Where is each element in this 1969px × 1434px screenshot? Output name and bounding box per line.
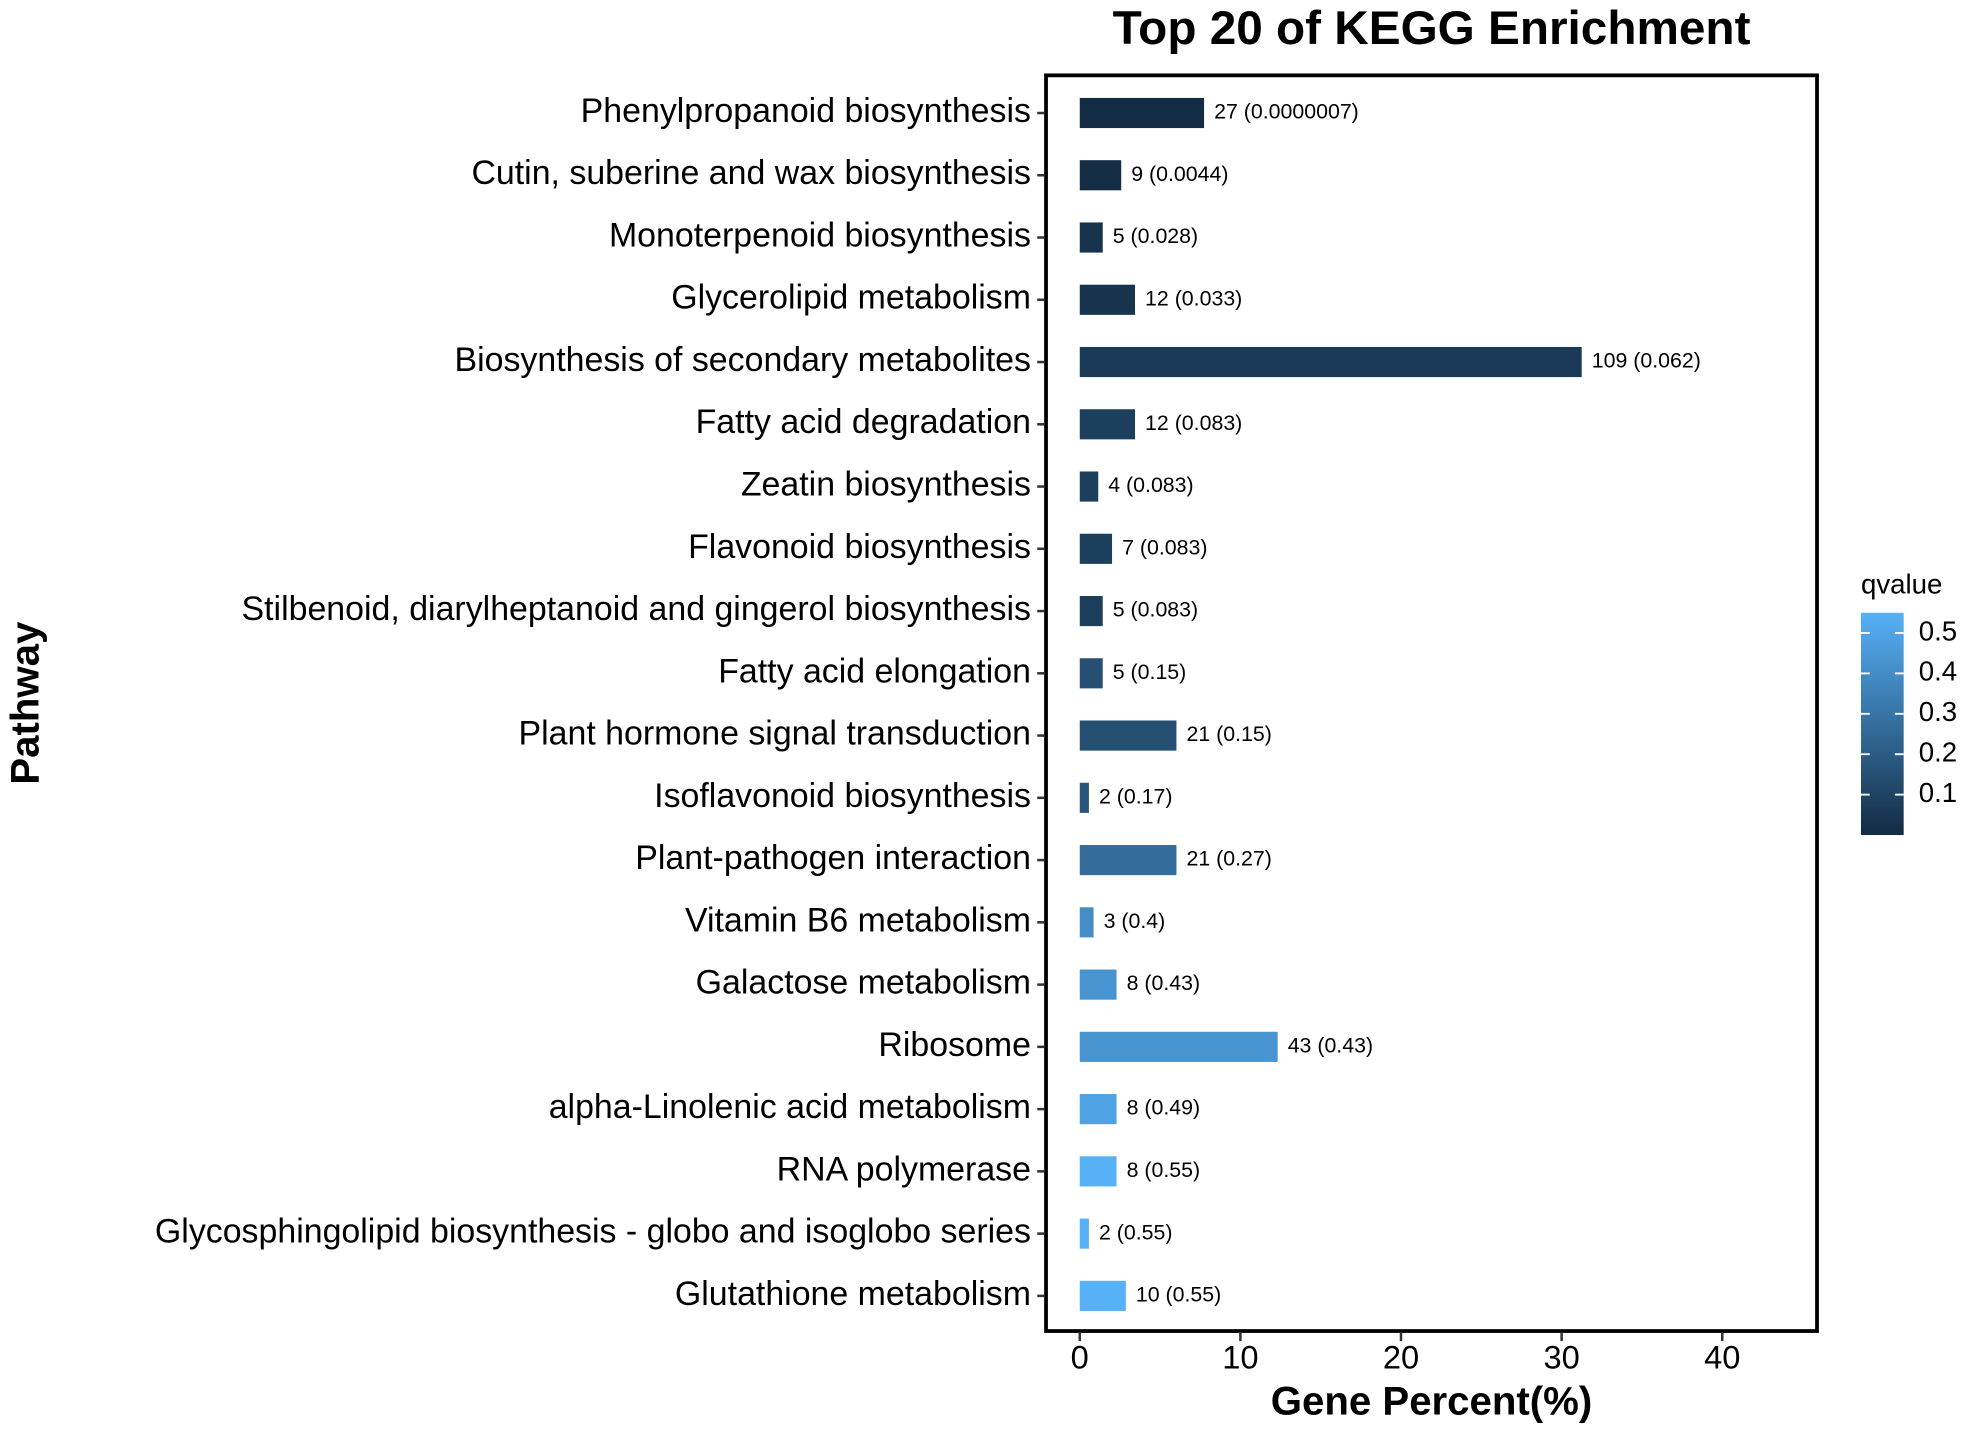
y-tick-label: Glutathione metabolism (675, 1275, 1031, 1313)
y-tick-label: Monoterpenoid biosynthesis (609, 216, 1031, 254)
y-tick-label: Zeatin biosynthesis (741, 466, 1031, 504)
y-tick-label: Plant hormone signal transduction (519, 715, 1031, 753)
bar-label: 21 (0.15) (1187, 722, 1272, 746)
y-tick-label: alpha-Linolenic acid metabolism (549, 1088, 1031, 1126)
bar-label: 4 (0.083) (1108, 473, 1193, 497)
bar (1079, 1280, 1126, 1311)
bar-label: 27 (0.0000007) (1214, 100, 1359, 124)
y-tick-label: Isoflavonoid biosynthesis (654, 777, 1031, 815)
colorbar-tick-label: 0.5 (1919, 615, 1957, 646)
chart-title: Top 20 of KEGG Enrichment (1113, 2, 1751, 55)
y-tick-label: Stilbenoid, diarylheptanoid and gingerol… (242, 590, 1031, 628)
bar-label: 10 (0.55) (1136, 1283, 1221, 1307)
bar (1079, 284, 1136, 315)
bar-label: 2 (0.55) (1099, 1220, 1173, 1244)
bar-label: 12 (0.033) (1145, 286, 1242, 310)
y-tick-label: Biosynthesis of secondary metabolites (455, 341, 1031, 379)
bar (1079, 97, 1205, 129)
y-tick-label: Plant-pathogen interaction (635, 839, 1031, 877)
y-tick-label: Fatty acid degradation (696, 403, 1031, 441)
bar-label: 2 (0.17) (1099, 784, 1173, 808)
x-tick-label: 10 (1222, 1339, 1258, 1376)
bar (1079, 471, 1099, 502)
colorbar (1860, 612, 1904, 836)
bar-label: 12 (0.083) (1145, 411, 1242, 435)
bar (1079, 907, 1094, 938)
bar (1079, 160, 1122, 191)
bar-label: 8 (0.43) (1127, 971, 1201, 995)
x-tick-label: 20 (1383, 1339, 1419, 1376)
bar (1079, 1031, 1278, 1062)
y-tick-label: RNA polymerase (777, 1150, 1031, 1188)
bar-label: 5 (0.028) (1113, 224, 1198, 248)
bar-label: 43 (0.43) (1288, 1033, 1373, 1057)
colorbar-tick-label: 0.3 (1919, 696, 1957, 727)
y-tick-label: Phenylpropanoid biosynthesis (581, 92, 1031, 130)
bar-label: 9 (0.0044) (1131, 162, 1228, 186)
y-tick-label: Cutin, suberine and wax biosynthesis (471, 154, 1031, 192)
bar (1079, 720, 1177, 751)
colorbar-tick-label: 0.4 (1919, 656, 1957, 687)
bar (1079, 346, 1582, 378)
colorbar-tick-label: 0.1 (1919, 777, 1957, 808)
plot-panel (1044, 73, 1819, 1333)
y-axis-title: Pathway (2, 621, 47, 785)
x-tick-label: 0 (1071, 1339, 1089, 1376)
x-axis-title: Gene Percent(%) (1271, 1378, 1592, 1423)
x-tick-label: 30 (1543, 1339, 1579, 1376)
y-tick-label: Fatty acid elongation (718, 652, 1031, 690)
y-tick-label: Vitamin B6 metabolism (685, 901, 1031, 939)
y-tick-label: Glycosphingolipid biosynthesis - globo a… (155, 1213, 1031, 1251)
bar (1079, 595, 1103, 627)
y-tick-label: Glycerolipid metabolism (671, 279, 1031, 317)
bar (1079, 845, 1177, 876)
bar (1079, 1156, 1117, 1187)
bar-label: 5 (0.15) (1113, 660, 1187, 684)
bar-label: 8 (0.55) (1127, 1158, 1201, 1182)
bar-label: 5 (0.083) (1113, 598, 1198, 622)
bar (1079, 222, 1103, 253)
bar (1079, 658, 1103, 689)
bar-label: 109 (0.062) (1592, 349, 1701, 373)
y-tick-label: Galactose metabolism (696, 964, 1031, 1002)
bar (1079, 1094, 1117, 1125)
bar-label: 3 (0.4) (1104, 909, 1166, 933)
bar (1079, 969, 1117, 1000)
bar (1079, 782, 1089, 813)
bar-label: 7 (0.083) (1122, 535, 1207, 559)
bar (1079, 533, 1113, 564)
bar-label: 8 (0.49) (1127, 1096, 1201, 1120)
y-tick-label: Flavonoid biosynthesis (688, 528, 1031, 566)
y-tick-label: Ribosome (878, 1026, 1031, 1064)
bar (1079, 1218, 1089, 1249)
x-tick-label: 40 (1704, 1339, 1740, 1376)
legend-title: qvalue (1861, 569, 1942, 600)
bar-label: 21 (0.27) (1187, 847, 1272, 871)
colorbar-tick-label: 0.2 (1919, 737, 1957, 768)
bar (1079, 409, 1136, 440)
